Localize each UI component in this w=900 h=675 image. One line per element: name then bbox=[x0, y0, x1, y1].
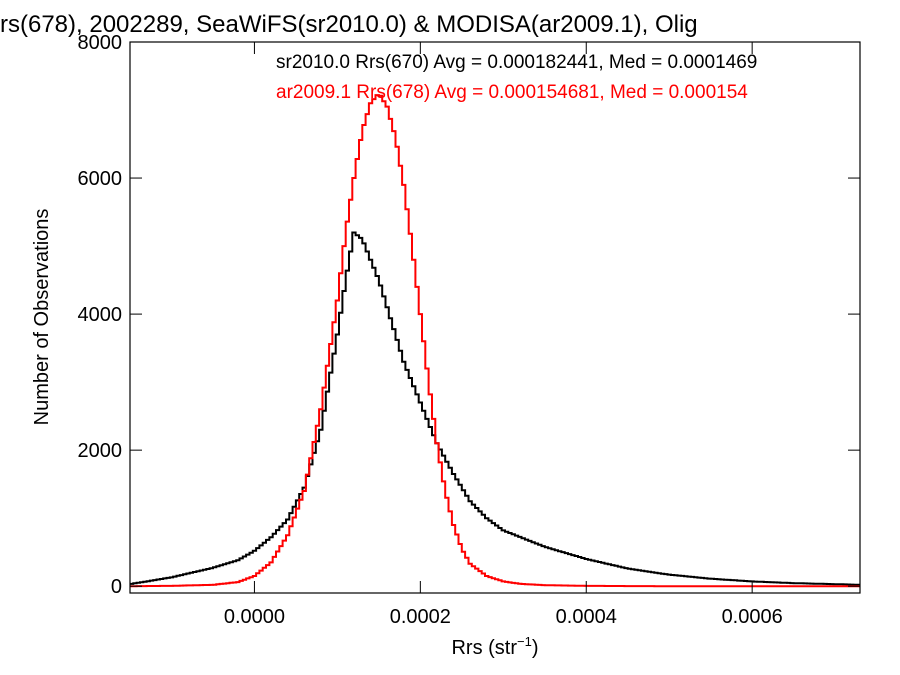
x-axis-label-superscript: −1 bbox=[517, 634, 532, 649]
x-axis-label-main: Rrs (str bbox=[451, 637, 517, 659]
y-tick-label: 8000 bbox=[78, 32, 123, 54]
chart-title: rs(678), 2002289, SeaWiFS(sr2010.0) & MO… bbox=[0, 11, 698, 38]
x-axis-label: Rrs (str−1) bbox=[451, 634, 538, 659]
y-tick-label: 0 bbox=[111, 576, 122, 598]
annotation-ar2009-stats: ar2009.1 Rrs(678) Avg = 0.000154681, Med… bbox=[276, 82, 748, 103]
series-layer bbox=[130, 94, 860, 588]
y-tick-label: 4000 bbox=[78, 304, 123, 326]
x-axis-label-close: ) bbox=[532, 637, 539, 659]
annotation-sr2010-stats: sr2010.0 Rrs(670) Avg = 0.000182441, Med… bbox=[276, 52, 757, 73]
y-tick-label: 6000 bbox=[78, 168, 123, 190]
x-tick-label: 0.0000 bbox=[224, 606, 285, 628]
y-tick-label: 2000 bbox=[78, 440, 123, 462]
series-sr2010-histogram bbox=[130, 231, 860, 586]
y-axis-label: Number of Observations bbox=[31, 209, 53, 426]
x-tick-label: 0.0002 bbox=[390, 606, 451, 628]
series-ar2009-histogram bbox=[130, 94, 860, 588]
x-tick-label: 0.0006 bbox=[722, 606, 783, 628]
plot-frame bbox=[129, 41, 861, 594]
axis-layer: 0.0000 0.0002 0.0004 0.0006 0 2000 4000 6000 800… bbox=[78, 32, 860, 628]
x-tick-label: 0.0004 bbox=[556, 606, 617, 628]
